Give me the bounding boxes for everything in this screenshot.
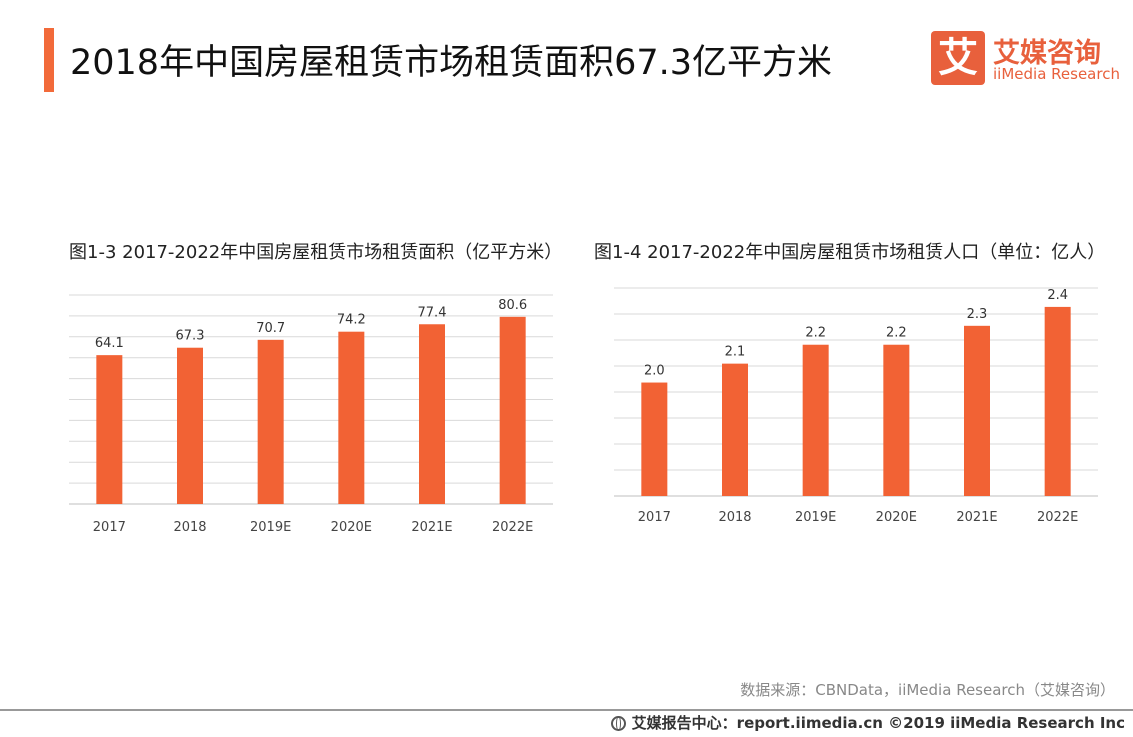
- data-label: 77.4: [418, 305, 447, 320]
- data-label: 2.1: [725, 345, 746, 360]
- data-label: 2.2: [886, 326, 907, 341]
- bar: [96, 355, 123, 504]
- bar: [419, 324, 445, 504]
- x-tick-label: 2020E: [876, 510, 917, 525]
- chart-rental-population: 2.0 2017 2.1 2018 2.2 2019E 2.2 2020E 2.3 2021E 2.…: [614, 287, 1098, 525]
- x-tick-label: 2019E: [250, 520, 291, 535]
- data-label: 64.1: [95, 336, 124, 351]
- x-tick-label: 2021E: [956, 510, 997, 525]
- data-source: 数据来源：CBNData，iiMedia Research（艾媒咨询）: [740, 681, 1115, 699]
- bar: [338, 331, 365, 504]
- chart-rental-area: 64.1 2017 67.3 2018 70.7 2019E 74.2 2020E 77.4 20…: [69, 294, 553, 535]
- x-tick-label: 2022E: [492, 520, 533, 535]
- brand-logo: 艾 艾媒咨询 iiMedia Research: [931, 31, 1120, 87]
- x-tick-label: 2018: [173, 520, 206, 535]
- footer: 艾媒报告中心：report.iimedia.cn ©2019 iiMedia R…: [610, 712, 1125, 733]
- globe-icon: [610, 716, 626, 731]
- data-label: 74.2: [337, 313, 366, 328]
- bar: [883, 344, 910, 496]
- x-tick-label: 2017: [93, 520, 126, 535]
- chart-title-population: 图1-4 2017-2022年中国房屋租赁市场租赁人口（单位：亿人）: [594, 242, 1106, 263]
- x-tick-label: 2022E: [1037, 510, 1078, 525]
- data-label: 2.4: [1047, 288, 1068, 303]
- bar: [177, 347, 203, 504]
- bar: [499, 316, 526, 504]
- data-label: 80.6: [498, 298, 527, 313]
- data-label: 70.7: [256, 321, 285, 336]
- bar: [1044, 306, 1071, 496]
- logo-name-cn: 艾媒咨询: [993, 38, 1101, 69]
- bar: [641, 382, 668, 496]
- chart-title-area: 图1-3 2017-2022年中国房屋租赁市场租赁面积（亿平方米）: [69, 242, 563, 263]
- bar: [964, 325, 990, 496]
- title-accent-bar: [44, 28, 54, 92]
- x-tick-label: 2018: [718, 510, 751, 525]
- logo-name-en: iiMedia Research: [993, 65, 1120, 83]
- x-tick-label: 2017: [638, 510, 671, 525]
- bar: [257, 339, 284, 504]
- data-label: 2.2: [805, 326, 826, 341]
- x-tick-label: 2019E: [795, 510, 836, 525]
- x-tick-label: 2021E: [411, 520, 452, 535]
- footer-divider: [0, 709, 1133, 711]
- data-label: 67.3: [176, 329, 205, 344]
- x-tick-label: 2020E: [331, 520, 372, 535]
- bar: [722, 363, 748, 496]
- page-title: 2018年中国房屋租赁市场租赁面积67.3亿平方米: [70, 43, 833, 83]
- logo-mark: 艾: [931, 31, 985, 85]
- data-label: 2.3: [967, 307, 988, 322]
- footer-text: 艾媒报告中心：report.iimedia.cn ©2019 iiMedia R…: [631, 714, 1125, 732]
- bar: [802, 344, 829, 496]
- data-label: 2.0: [644, 364, 665, 379]
